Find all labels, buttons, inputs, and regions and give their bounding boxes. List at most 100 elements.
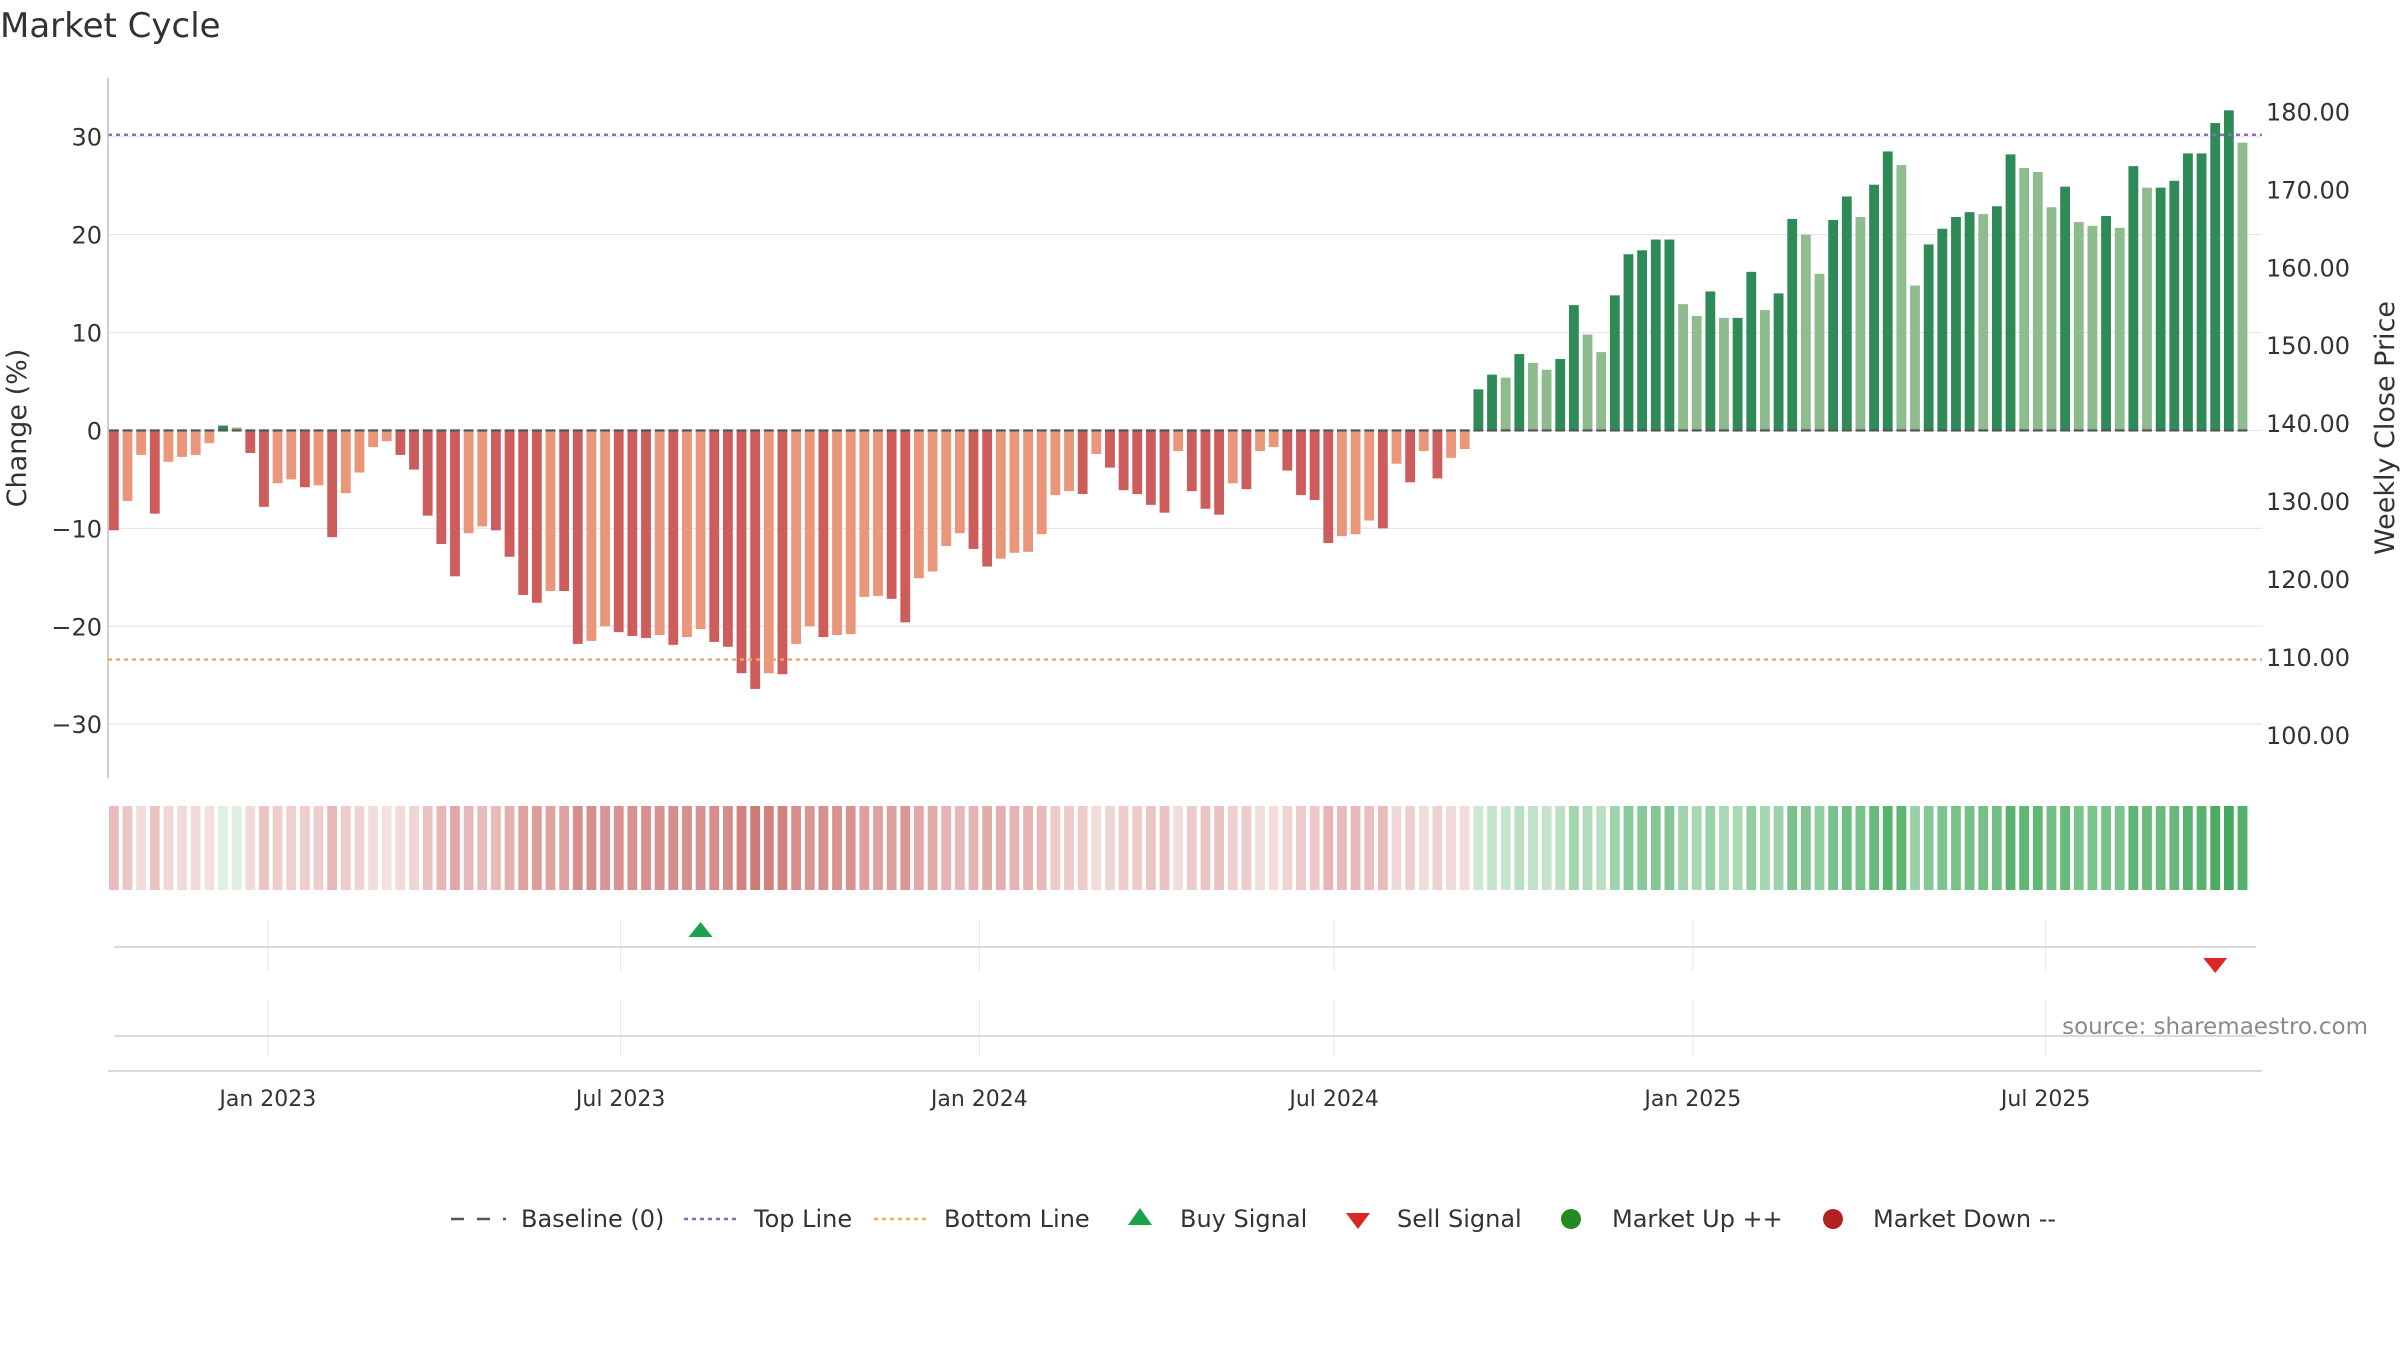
axes: −30 −20 −10 0 10 20 30 100.00 110.00 120.00 130.00… xyxy=(51,78,2350,778)
heat-cell xyxy=(859,806,870,890)
y-tick-label: 30 xyxy=(71,124,102,152)
change-bar xyxy=(477,430,488,527)
heat-cell xyxy=(559,806,570,890)
change-bar xyxy=(1473,389,1484,431)
change-bar xyxy=(1323,430,1334,544)
y-tick-label: −10 xyxy=(51,515,102,543)
heat-cell xyxy=(177,806,187,890)
bars xyxy=(108,110,2248,689)
heat-cell xyxy=(1896,806,1907,890)
heat-cell xyxy=(2183,806,2193,890)
heat-cell xyxy=(1705,806,1716,890)
heat-cell xyxy=(1186,806,1197,890)
heat-cell xyxy=(2005,806,2016,890)
change-bar xyxy=(1609,295,1620,431)
change-bar xyxy=(1623,254,1634,431)
change-bar xyxy=(2237,142,2248,431)
change-bar xyxy=(1159,430,1170,513)
change-bar xyxy=(2101,216,2111,431)
heat-cell xyxy=(586,806,597,890)
heat-cell xyxy=(1841,806,1852,890)
change-bar xyxy=(709,430,720,642)
change-bar xyxy=(286,430,297,480)
change-bar xyxy=(2183,153,2193,431)
change-bar xyxy=(1787,218,1798,431)
change-bar xyxy=(572,430,583,644)
change-bar xyxy=(859,430,870,597)
heat-cell xyxy=(1105,806,1115,890)
heat-cell xyxy=(1459,806,1470,890)
change-bar xyxy=(1705,291,1716,431)
change-bar xyxy=(1528,362,1538,431)
heat-cell xyxy=(2032,806,2043,890)
x-tick-label: Jan 2023 xyxy=(217,1087,316,1112)
change-bar xyxy=(149,430,160,514)
heat-cell xyxy=(900,806,911,890)
heat-cell xyxy=(1159,806,1170,890)
change-bar xyxy=(409,430,419,470)
change-bar xyxy=(1405,430,1416,483)
legend-buy-label: Buy Signal xyxy=(1180,1205,1307,1233)
heat-cell xyxy=(1596,806,1607,890)
change-bar xyxy=(2032,171,2043,431)
change-bar xyxy=(204,430,215,444)
heat-cell xyxy=(2087,806,2098,890)
heat-cell xyxy=(409,806,419,890)
heat-cell xyxy=(2237,806,2248,890)
heat-cell xyxy=(1623,806,1634,890)
change-bar xyxy=(1064,430,1074,492)
heat-cell xyxy=(1787,806,1798,890)
market-panel xyxy=(114,1000,2256,1056)
change-bar xyxy=(750,430,761,689)
signal-panel xyxy=(114,920,2256,973)
legend-top-line-label: Top Line xyxy=(753,1205,852,1233)
heat-cell xyxy=(1487,806,1497,890)
change-bar xyxy=(272,430,283,484)
heat-cell xyxy=(845,806,856,890)
heat-cell xyxy=(1650,806,1661,890)
change-bar xyxy=(1555,358,1566,431)
heat-cell xyxy=(1432,806,1443,890)
change-bar xyxy=(886,430,897,599)
change-bar xyxy=(982,430,993,567)
x-tick-label: Jul 2023 xyxy=(574,1087,666,1112)
heat-cell xyxy=(286,806,297,890)
change-bar xyxy=(1691,315,1702,431)
heat-cell xyxy=(1773,806,1784,890)
heat-cell xyxy=(1719,806,1729,890)
heat-cell xyxy=(791,806,802,890)
change-bar xyxy=(736,430,747,674)
heat-cell xyxy=(1637,806,1648,890)
heat-cell xyxy=(1296,806,1306,890)
heat-cell xyxy=(627,806,638,890)
heat-cell xyxy=(518,806,529,890)
change-bar xyxy=(1637,250,1648,431)
change-bar xyxy=(245,430,256,453)
heat-cell xyxy=(1582,806,1593,890)
heat-cell xyxy=(2114,806,2125,890)
heat-cell xyxy=(122,806,133,890)
heat-cell xyxy=(1050,806,1061,890)
y2-tick-label: 130.00 xyxy=(2266,488,2350,516)
x-tick-label: Jul 2024 xyxy=(1287,1087,1379,1112)
change-bar xyxy=(1568,305,1579,431)
heat-cell xyxy=(1009,806,1020,890)
change-bar xyxy=(1227,430,1238,484)
change-bar xyxy=(381,430,392,442)
change-bar xyxy=(2142,187,2152,431)
change-bar xyxy=(1664,239,1675,431)
change-bar xyxy=(1255,430,1265,452)
heat-cell xyxy=(231,806,242,890)
change-bar xyxy=(1145,430,1156,505)
heat-cell xyxy=(136,806,147,890)
heat-cell xyxy=(1118,806,1129,890)
heat-cell xyxy=(750,806,761,890)
change-bar xyxy=(2210,123,2221,431)
heat-cell xyxy=(1746,806,1757,890)
change-bar xyxy=(1186,430,1197,492)
change-bar xyxy=(695,430,706,630)
legend: Baseline (0) Top Line Bottom Line Buy Si… xyxy=(451,1205,2056,1233)
legend-buy-icon xyxy=(1128,1208,1152,1225)
change-bar xyxy=(559,430,570,592)
y2-tick-label: 170.00 xyxy=(2266,176,2350,204)
